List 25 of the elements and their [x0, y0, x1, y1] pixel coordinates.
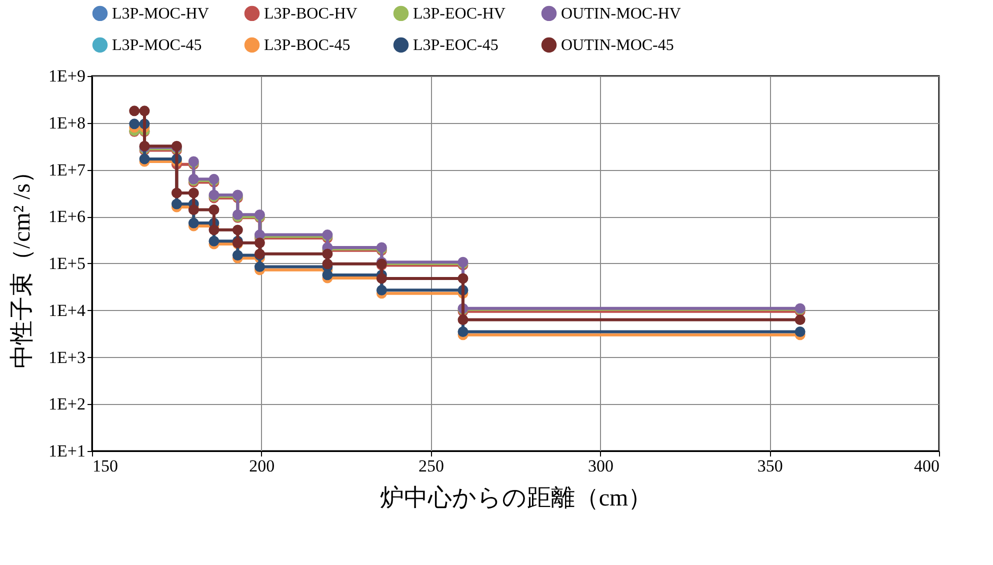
legend-label: L3P-BOC-HV: [264, 5, 358, 22]
y-tick-label: 1E+3: [48, 348, 86, 367]
x-tick-label: 200: [249, 456, 275, 476]
legend-label: L3P-MOC-45: [112, 37, 202, 54]
y-tick-label: 1E+1: [48, 442, 86, 460]
legend-label: L3P-BOC-45: [264, 37, 350, 54]
y-axis-title: 中性子束（/cm² /s）: [10, 159, 36, 369]
y-tick-label: 1E+7: [48, 160, 86, 180]
legend-label: OUTIN-MOC-HV: [561, 5, 682, 22]
x-tick-label: 300: [588, 456, 614, 476]
y-tick-label: 1E+8: [48, 113, 86, 132]
x-tick-label: 250: [418, 456, 444, 476]
legend-label: L3P-MOC-HV: [112, 5, 210, 22]
x-axis-title: 炉中心からの距離（cm）: [380, 484, 652, 512]
x-tick-label: 350: [757, 456, 783, 476]
y-tick-label: 1E+2: [48, 394, 86, 414]
y-tick-label: 1E+6: [48, 207, 86, 226]
x-tick-label: 150: [92, 456, 118, 476]
legend-label: L3P-EOC-45: [413, 37, 498, 54]
legend-label: L3P-EOC-HV: [413, 5, 506, 22]
x-tick-label: 400: [914, 456, 940, 476]
y-tick-label: 1E+9: [48, 66, 86, 86]
legend-label: OUTIN-MOC-45: [561, 37, 674, 54]
y-tick-label: 1E+4: [48, 300, 86, 320]
y-tick-label: 1E+5: [48, 254, 86, 273]
